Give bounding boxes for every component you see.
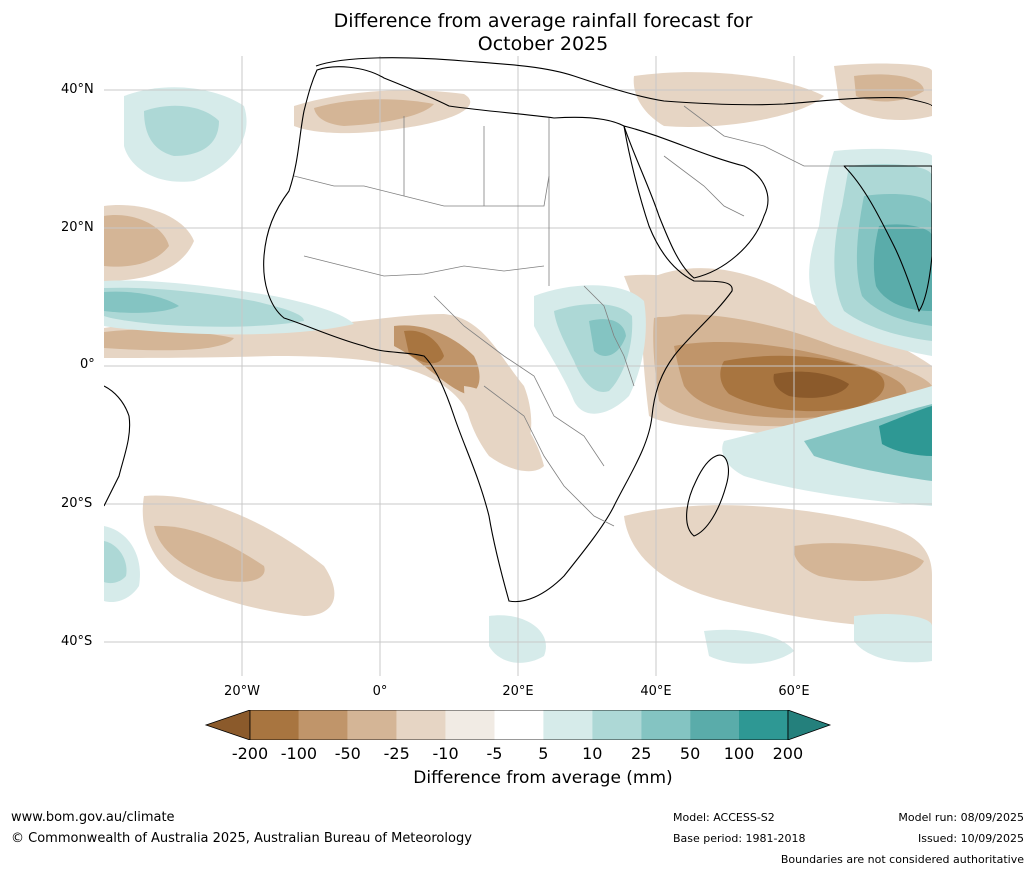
- dry-band-atlantic: [104, 329, 234, 351]
- colorbar-segment: [445, 710, 495, 740]
- colorbar-segment: [396, 710, 446, 740]
- wet-region-north-atlantic-core: [144, 105, 219, 156]
- border-sahel: [303, 255, 545, 277]
- colorbar-tick-label: -200: [231, 744, 269, 763]
- colorbar-arrow-left: [204, 710, 251, 740]
- dry-core-congo: [404, 330, 444, 364]
- lon-label-0: 0°: [372, 684, 388, 699]
- south-america-coastline: [104, 385, 131, 507]
- border-middle-east: [683, 105, 844, 167]
- wet-band-atlantic-core: [104, 291, 179, 313]
- rainfall-anomaly-map: [104, 56, 932, 676]
- colorbar-title: Difference from average (mm): [413, 768, 673, 788]
- colorbar-segment: [690, 710, 739, 740]
- country-boundaries: [293, 105, 844, 527]
- colorbar-tick-label: -25: [383, 744, 410, 763]
- footer-base-period: Base period: 1981-2018: [673, 832, 806, 845]
- wet-region-southwest-atlantic-core: [104, 541, 127, 584]
- india-coastline: [842, 165, 932, 313]
- colorbar-tick-label: -10: [432, 744, 459, 763]
- coastlines: [104, 57, 932, 603]
- border-sahara-north: [293, 175, 550, 207]
- colorbar-tick-label: 200: [772, 744, 804, 763]
- dry-region-central-asia-core: [854, 74, 924, 102]
- dry-region-indian-ocean-max: [773, 371, 849, 398]
- border-central-africa: [433, 295, 605, 467]
- border-north-africa-vertical: [403, 116, 550, 286]
- wet-region-great-lakes-core: [589, 319, 626, 356]
- colorbar-segment: [592, 710, 642, 740]
- wet-region-south-indian-core: [879, 406, 932, 456]
- graticule: [104, 56, 932, 676]
- title-line-1: Difference from average rainfall forecas…: [333, 10, 753, 32]
- wet-region-southern-ocean-1: [489, 615, 546, 663]
- footer-issued: Issued: 10/09/2025: [917, 832, 1024, 845]
- madagascar-coastline: [686, 454, 729, 537]
- colorbar-segment: [298, 710, 348, 740]
- map-panel: [104, 56, 932, 676]
- border-arabia: [663, 155, 745, 217]
- colorbar-tick-label: 5: [538, 744, 549, 763]
- lon-label-60e: 60°E: [778, 684, 810, 699]
- colorbar-tick-label: 100: [723, 744, 755, 763]
- anomaly-contours: [104, 63, 932, 664]
- dry-region-south-atlantic-core: [154, 525, 265, 582]
- africa-coastline: [263, 66, 733, 603]
- border-southern-africa: [483, 385, 615, 527]
- colorbar-frame: [249, 710, 789, 740]
- lat-label-40s: 40°S: [61, 634, 93, 649]
- colorbar-segment: [347, 710, 397, 740]
- footer-model-run: Model run: 08/09/2025: [898, 811, 1024, 824]
- colorbar-segment: [739, 710, 788, 740]
- colorbar-arrow-right: [787, 710, 832, 740]
- colorbar-tick-label: 25: [631, 744, 652, 763]
- dry-region-east-africa: [624, 274, 714, 317]
- border-east-africa: [583, 285, 635, 387]
- lat-label-20s: 20°S: [61, 496, 93, 511]
- colorbar-segment: [543, 710, 593, 740]
- lon-label-40e: 40°E: [640, 684, 672, 699]
- colorbar: [204, 710, 832, 740]
- colorbar-tick-label: -100: [280, 744, 318, 763]
- colorbar-tick-label: -50: [334, 744, 361, 763]
- lat-label-20n: 20°N: [61, 220, 94, 235]
- wet-region-southern-ocean-3: [854, 614, 932, 663]
- colorbar-tick-label: 10: [582, 744, 603, 763]
- colorbar-tick-label: 50: [679, 744, 701, 763]
- dry-region-middle-east: [633, 72, 824, 127]
- dry-region-mediterranean-core: [314, 99, 434, 126]
- wet-region-southern-ocean-2: [704, 629, 794, 664]
- dry-region-south-indian-core: [793, 543, 924, 581]
- colorbar-segment: [641, 710, 691, 740]
- footer-model: Model: ACCESS-S2: [673, 811, 775, 824]
- colorbar-segment: [250, 710, 299, 740]
- lon-label-20w: 20°W: [224, 684, 260, 699]
- colorbar-segment: [494, 710, 544, 740]
- dry-region-southern-africa: [464, 386, 544, 472]
- map-title: Difference from average rainfall forecas…: [230, 10, 856, 56]
- arabia-coastline: [623, 125, 769, 279]
- lat-label-equator: 0°: [80, 357, 95, 372]
- dry-region-south-indian-outer: [624, 505, 932, 627]
- footer-disclaimer: Boundaries are not considered authoritat…: [780, 853, 1024, 866]
- colorbar-tick-label: -5: [486, 744, 503, 763]
- title-line-2: October 2025: [477, 33, 609, 55]
- lat-label-40n: 40°N: [61, 82, 94, 97]
- footer-copyright: © Commonwealth of Australia 2025, Austra…: [11, 831, 472, 846]
- lon-label-20e: 20°E: [502, 684, 534, 699]
- footer-website: www.bom.gov.au/climate: [11, 810, 175, 825]
- europe-coastline: [315, 57, 932, 107]
